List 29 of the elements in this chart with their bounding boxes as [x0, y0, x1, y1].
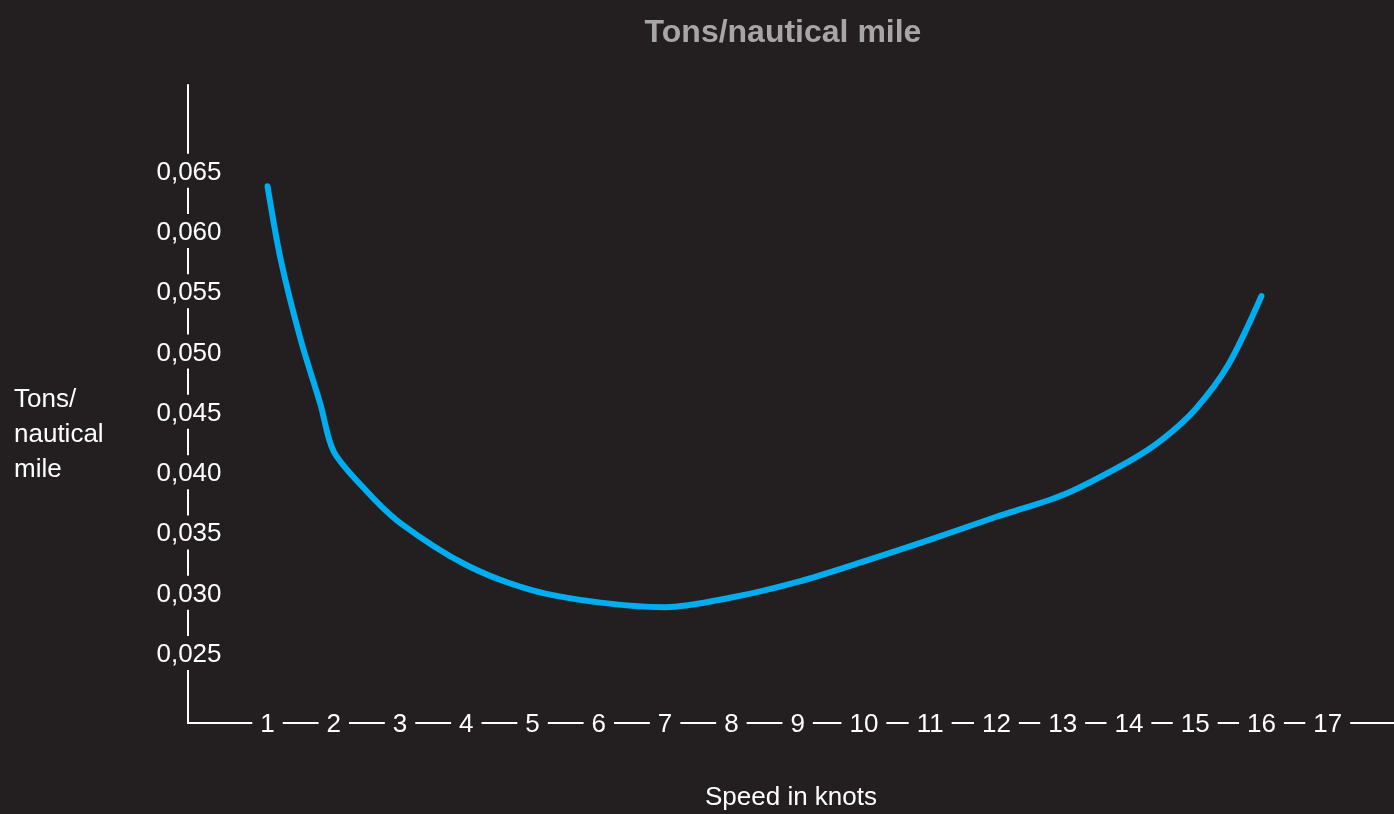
y-tick-label: 0,025 — [156, 638, 222, 669]
x-tick-label: 1 — [260, 708, 275, 738]
y-tick-label: 0,065 — [156, 155, 222, 186]
y-tick-label: 0,045 — [156, 396, 222, 427]
x-tick-label: 16 — [1247, 708, 1276, 738]
x-tick-label: 15 — [1180, 708, 1210, 738]
x-tick-label: 12 — [981, 708, 1011, 738]
y-tick-label: 0,035 — [156, 517, 222, 548]
y-tick-label: 0,055 — [156, 276, 222, 307]
x-tick-label: 13 — [1048, 708, 1078, 738]
x-tick-label: 3 — [392, 708, 408, 738]
x-tick-label: 7 — [657, 708, 673, 738]
y-tick-label: 0,030 — [156, 577, 222, 608]
y-tick-label: 0,060 — [156, 215, 222, 246]
x-tick-label: 8 — [724, 708, 739, 738]
x-tick-label: 6 — [591, 708, 607, 738]
x-tick-label: 9 — [790, 708, 805, 738]
x-tick-label: 11 — [916, 708, 944, 738]
x-axis-title: Speed in knots — [704, 781, 878, 811]
y-tick-label: 0,040 — [156, 457, 222, 488]
y-axis-title: Tons/ nautical mile — [14, 382, 104, 483]
x-tick-label: 5 — [525, 708, 540, 738]
x-tick-label: 4 — [459, 708, 474, 738]
chart-title: Tons/nautical mile — [644, 13, 922, 49]
x-tick-label: 10 — [849, 708, 879, 738]
x-tick-label: 17 — [1313, 708, 1343, 738]
y-tick-label: 0,050 — [156, 336, 222, 367]
x-tick-label: 14 — [1114, 708, 1144, 738]
x-tick-label: 2 — [326, 708, 342, 738]
